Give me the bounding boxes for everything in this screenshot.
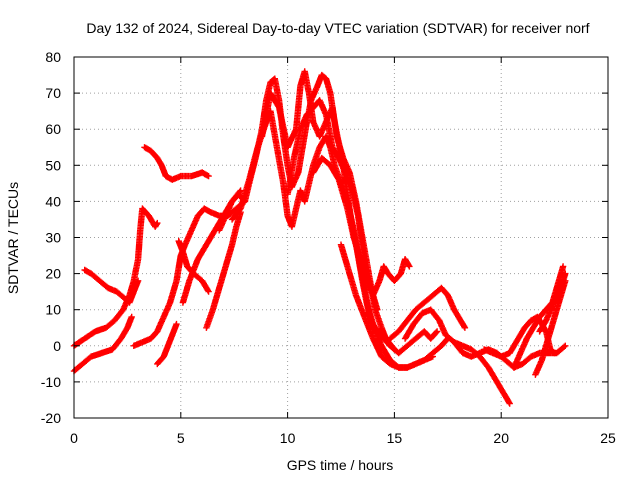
x-axis-ticks: 0 5 10 15 20 25 xyxy=(70,57,616,446)
series-trace-s9 xyxy=(203,209,244,331)
series-trace-s6 xyxy=(154,320,180,368)
grid xyxy=(74,57,608,418)
series-trace-s14 xyxy=(310,154,413,299)
y-tick-label: 10 xyxy=(45,302,61,318)
series-s14 xyxy=(310,154,413,299)
series-s18 xyxy=(451,339,513,407)
y-tick-label: 70 xyxy=(45,85,61,101)
x-tick-label: 20 xyxy=(493,430,509,446)
series-trace-s15 xyxy=(337,241,436,371)
y-tick-label: 20 xyxy=(45,266,61,282)
series-s16 xyxy=(386,284,469,342)
y-tick-label: 60 xyxy=(45,121,61,137)
y-tick-label: 30 xyxy=(45,230,61,246)
y-tick-label: -10 xyxy=(41,374,61,390)
x-tick-label: 5 xyxy=(177,430,185,446)
series-trace-s2 xyxy=(70,205,161,349)
series-trace-s22 xyxy=(536,270,569,335)
chart-title: Day 132 of 2024, Sidereal Day-to-day VTE… xyxy=(86,20,589,36)
series-s9 xyxy=(203,209,244,331)
x-tick-label: 10 xyxy=(280,430,296,446)
data-marks xyxy=(70,68,569,407)
series-trace-s5 xyxy=(141,144,212,183)
y-tick-label: -20 xyxy=(41,410,61,426)
series-s21 xyxy=(532,277,569,378)
series-trace-s3 xyxy=(81,266,142,306)
series-s5 xyxy=(141,144,212,183)
y-axis-ticks: -20 -10 0 10 20 30 40 50 60 70 80 xyxy=(41,49,608,426)
x-tick-label: 25 xyxy=(600,430,616,446)
y-tick-label: 80 xyxy=(45,49,61,65)
x-axis-label: GPS time / hours xyxy=(287,457,394,473)
y-tick-label: 40 xyxy=(45,193,61,209)
series-trace-s18 xyxy=(451,339,513,407)
series-s15 xyxy=(337,241,436,371)
series-s6 xyxy=(154,320,180,368)
series-trace-s16 xyxy=(386,284,469,342)
y-tick-label: 0 xyxy=(53,338,61,354)
y-tick-label: 50 xyxy=(45,157,61,173)
x-tick-label: 15 xyxy=(387,430,403,446)
series-trace-s21 xyxy=(532,277,569,378)
x-tick-label: 0 xyxy=(70,430,78,446)
series-s22 xyxy=(536,270,569,335)
series-s2 xyxy=(70,205,161,349)
series-s3 xyxy=(81,266,142,306)
y-axis-label: SDTVAR / TECUs xyxy=(5,182,21,294)
